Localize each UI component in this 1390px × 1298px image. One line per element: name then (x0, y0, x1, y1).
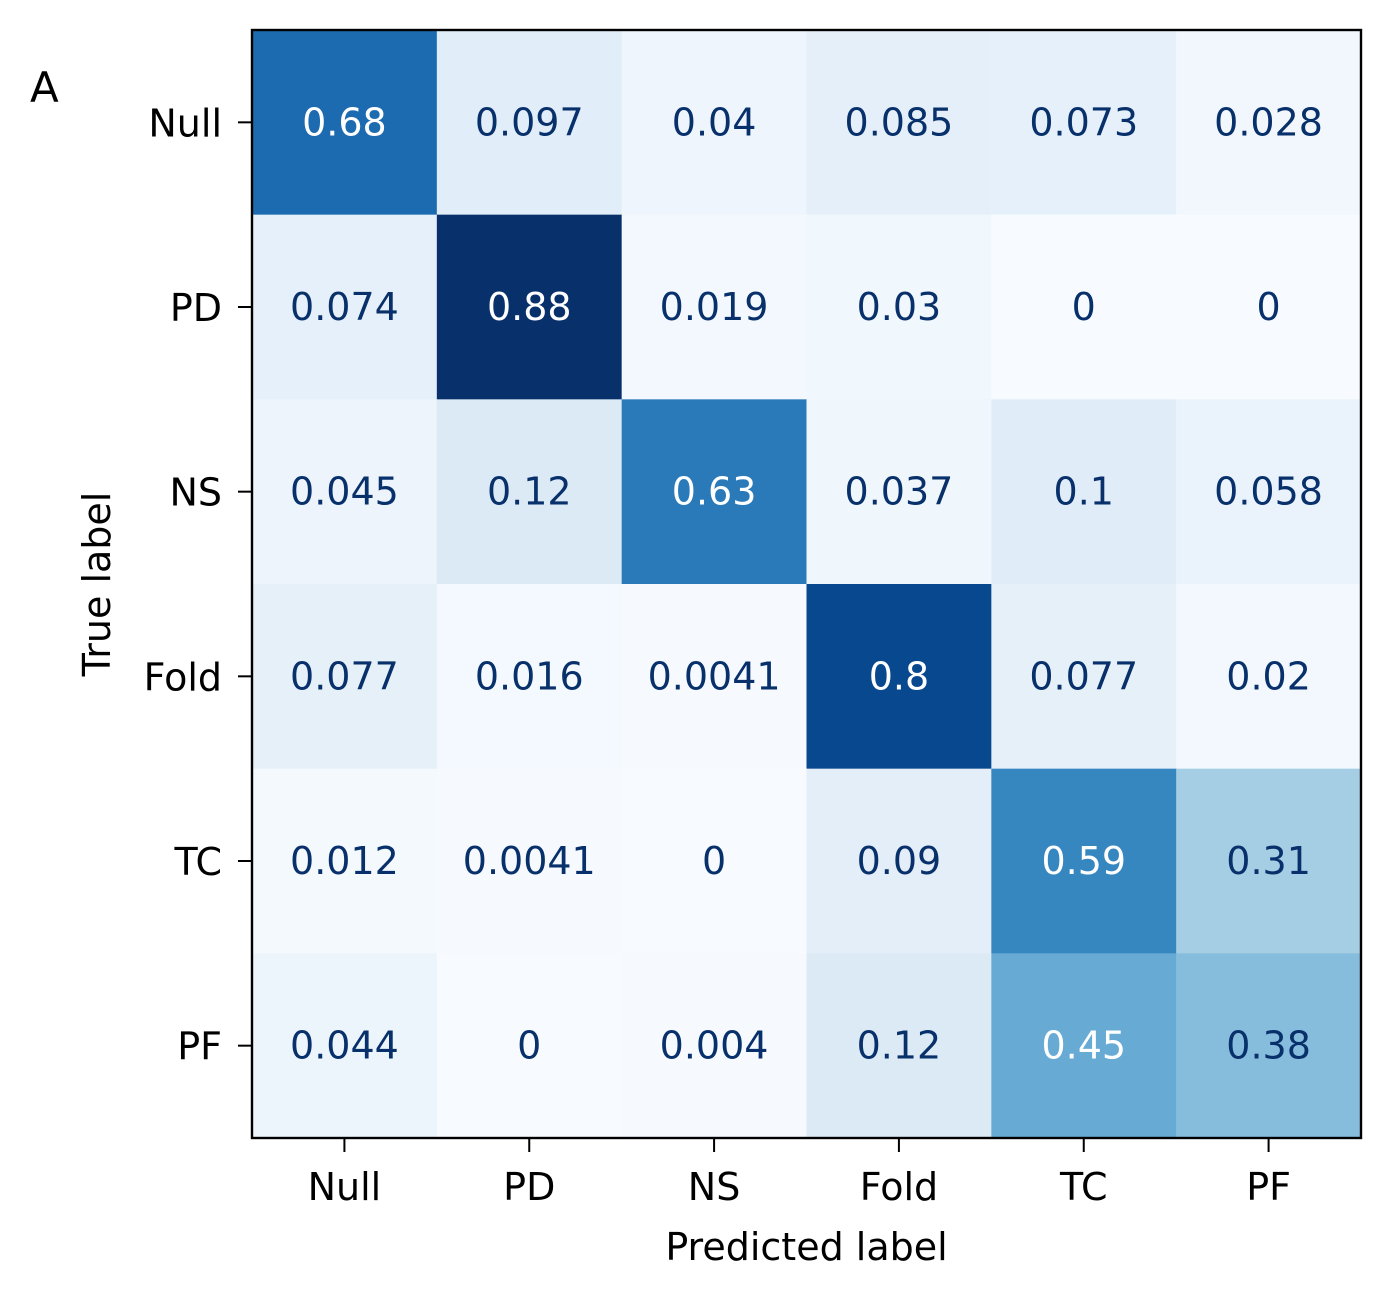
cell-value-label: 0.074 (290, 285, 399, 329)
plot-frame (250, 28, 1363, 1140)
cell-value-label: 0.004 (660, 1024, 769, 1068)
heatmap-cell (806, 768, 992, 954)
heatmap-cell (806, 584, 992, 770)
heatmap-cell (621, 584, 808, 770)
heatmap-cell (806, 953, 992, 1139)
y-axis-ticks: Null PD NS Fold TC PF (144, 101, 252, 1069)
cell-value-label: 0.88 (487, 285, 572, 329)
x-tick-label: NS (688, 1165, 741, 1209)
heatmap-cell (1176, 30, 1362, 216)
heatmap-cells (252, 30, 1362, 1139)
cell-value-label: 0.31 (1226, 839, 1311, 883)
heatmap-cell (621, 30, 808, 216)
heatmap-cell (252, 214, 438, 400)
cell-value-label: 0.03 (857, 285, 942, 329)
heatmap-cell (252, 584, 438, 770)
cell-value-label: 0.085 (845, 100, 954, 144)
y-tick-label: Null (148, 101, 222, 145)
heatmap-cell (991, 768, 1177, 954)
heatmap-cell (436, 768, 623, 954)
panel-letter: A (30, 63, 59, 112)
heatmap-cell (252, 399, 438, 585)
cell-value-label: 0.073 (1029, 100, 1138, 144)
cell-value-label: 0.59 (1041, 839, 1126, 883)
cell-value-label: 0 (517, 1024, 541, 1068)
cell-value-label: 0.058 (1214, 470, 1323, 514)
cell-value-label: 0.68 (302, 100, 387, 144)
heatmap-cell (1176, 399, 1362, 585)
heatmap-cell (1176, 584, 1362, 770)
cell-value-label: 0.04 (672, 100, 757, 144)
cell-value-label: 0.45 (1041, 1024, 1126, 1068)
cell-value-label: 0.077 (1029, 654, 1138, 698)
heatmap-cell (991, 399, 1177, 585)
x-tick-label: PD (503, 1165, 555, 1209)
heatmap-cell (1176, 768, 1362, 954)
cell-value-label: 0 (1072, 285, 1096, 329)
cell-value-label: 0.63 (672, 470, 757, 514)
heatmap-cell (252, 953, 438, 1139)
heatmap-cell (436, 584, 623, 770)
y-tick-label: NS (169, 471, 222, 515)
cell-value-label: 0.0041 (648, 654, 781, 698)
heatmap-cell (436, 399, 623, 585)
heatmap-cell (621, 399, 808, 585)
cell-value-label: 0 (1256, 285, 1280, 329)
cell-value-label: 0.097 (475, 100, 584, 144)
heatmap-cell (621, 768, 808, 954)
cell-value-label: 0 (702, 839, 726, 883)
cell-value-label: 0.12 (857, 1024, 942, 1068)
heatmap-cell (436, 953, 623, 1139)
cell-value-label: 0.016 (475, 654, 584, 698)
cell-value-label: 0.044 (290, 1024, 399, 1068)
x-tick-label: TC (1059, 1165, 1108, 1209)
heatmap-cell (806, 214, 992, 400)
heatmap-cell (436, 30, 623, 216)
cell-value-labels: 0.68 0.097 0.04 0.085 0.073 0.028 0.074 0.88 0.0… (290, 100, 1323, 1067)
heatmap-cell (991, 584, 1177, 770)
heatmap-cell (991, 214, 1177, 400)
heatmap-cell (436, 214, 623, 400)
heatmap-cell (621, 953, 808, 1139)
heatmap-cell (252, 30, 438, 216)
x-axis-label: Predicted label (665, 1225, 947, 1269)
cell-value-label: 0.045 (290, 470, 399, 514)
heatmap-cell (621, 214, 808, 400)
cell-value-label: 0.09 (857, 839, 942, 883)
x-tick-label: PF (1246, 1165, 1291, 1209)
x-tick-label: Fold (860, 1165, 938, 1209)
y-axis-label: True label (75, 492, 119, 678)
cell-value-label: 0.12 (487, 470, 572, 514)
heatmap-cell (991, 953, 1177, 1139)
heatmap-cell (1176, 953, 1362, 1139)
y-tick-label: PD (170, 286, 222, 330)
cell-value-label: 0.019 (660, 285, 769, 329)
y-tick-label: TC (173, 840, 222, 884)
y-tick-label: Fold (144, 655, 222, 699)
heatmap-cell (806, 399, 992, 585)
cell-value-label: 0.8 (869, 654, 929, 698)
heatmap-cell (806, 30, 992, 216)
cell-value-label: 0.012 (290, 839, 399, 883)
cell-value-label: 0.38 (1226, 1024, 1311, 1068)
heatmap-cell (252, 768, 438, 954)
cell-value-label: 0.0041 (463, 839, 596, 883)
cell-value-label: 0.028 (1214, 100, 1323, 144)
cell-value-label: 0.037 (845, 470, 954, 514)
y-tick-label: PF (177, 1025, 222, 1069)
heatmap-cell (1176, 214, 1362, 400)
cell-value-label: 0.02 (1226, 654, 1311, 698)
cell-value-label: 0.077 (290, 654, 399, 698)
x-axis-ticks: Null PD NS Fold TC PF (308, 1138, 1291, 1209)
cell-value-label: 0.1 (1054, 470, 1114, 514)
x-tick-label: Null (308, 1165, 382, 1209)
heatmap-cell (991, 30, 1177, 216)
